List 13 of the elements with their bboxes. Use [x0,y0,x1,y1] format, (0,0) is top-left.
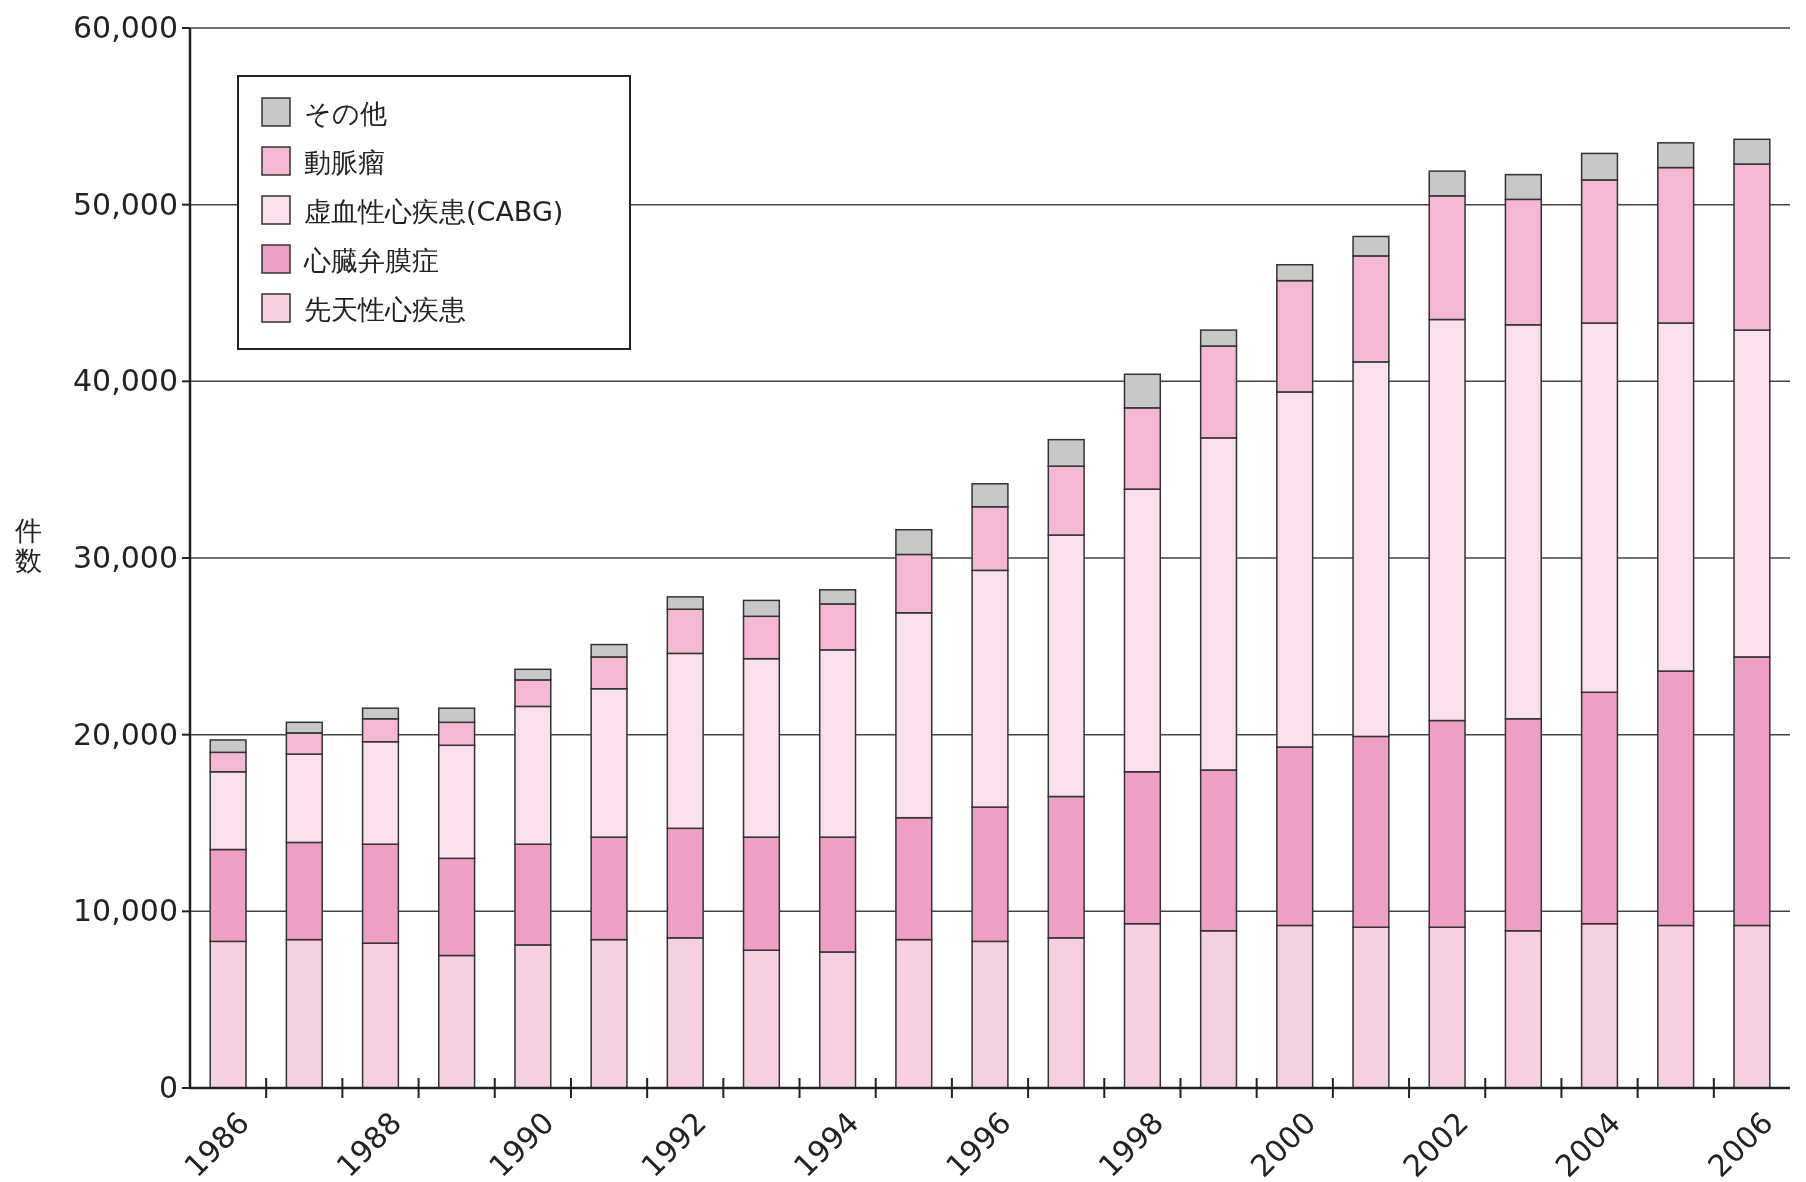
legend-label: 虚血性心疾患(CABG) [304,196,564,227]
legend-label: 心臓弁膜症 [303,245,439,276]
y-axis-title: 件数 [14,515,42,576]
legend-label: 動脈瘤 [304,147,385,178]
legend-label: 先天性心疾患 [304,294,466,325]
y-tick-label: 20,000 [73,716,178,752]
y-tick-label: 50,000 [73,186,178,222]
y-tick-label: 10,000 [73,893,178,929]
y-tick-label: 30,000 [73,540,178,575]
legend-label: その他 [304,98,387,129]
y-tick-label: 40,000 [73,363,178,399]
y-tick-label: 0 [158,1070,178,1105]
y-tick-label: 60,000 [73,10,178,45]
